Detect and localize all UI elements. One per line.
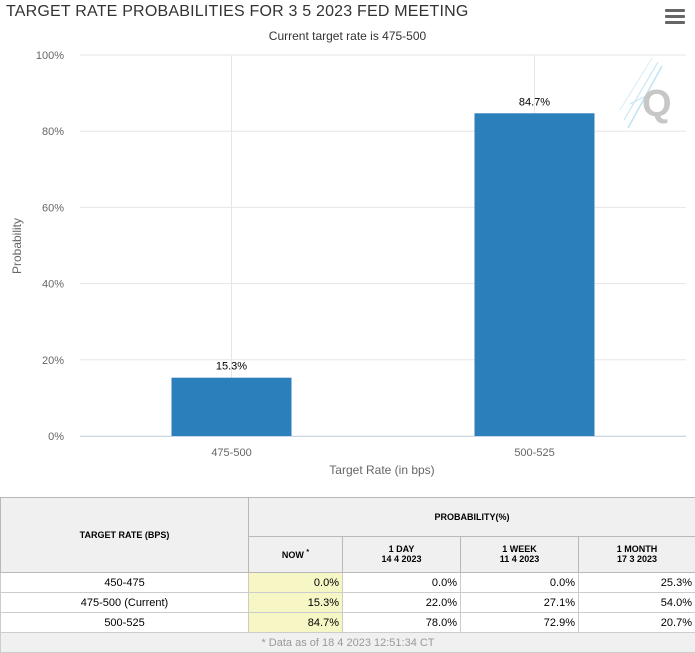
week-cell: 0.0% bbox=[461, 573, 579, 593]
chart-area: TARGET RATE PROBABILITIES FOR 3 5 2023 F… bbox=[0, 0, 695, 492]
rate-cell: 500-525 bbox=[1, 613, 249, 633]
col-header-target-rate: TARGET RATE (BPS) bbox=[1, 498, 249, 573]
y-axis-title: Probability bbox=[10, 218, 24, 274]
table-row: 500-525 84.7% 78.0% 72.9% 20.7% bbox=[1, 613, 695, 633]
y-tick-label: 80% bbox=[42, 126, 64, 138]
rate-cell: 450-475 bbox=[1, 573, 249, 593]
col-header-1week-label: 1 WEEK bbox=[464, 544, 575, 554]
probability-bar-chart: Q 0% 20% 40% 60% 80% 100% 15.3% 475-500 84.7% 500… bbox=[0, 0, 695, 492]
col-header-probability: PROBABILITY(%) bbox=[249, 498, 695, 537]
month-cell: 20.7% bbox=[579, 613, 695, 633]
col-header-now-mark: * bbox=[306, 549, 309, 556]
y-tick-label: 0% bbox=[48, 431, 64, 443]
month-cell: 54.0% bbox=[579, 593, 695, 613]
quikstrike-logo-icon: Q bbox=[620, 58, 672, 128]
table-row: 450-475 0.0% 0.0% 0.0% 25.3% bbox=[1, 573, 695, 593]
bar[interactable] bbox=[475, 113, 595, 436]
y-tick-label: 40% bbox=[42, 279, 64, 291]
day-cell: 78.0% bbox=[343, 613, 461, 633]
month-cell: 25.3% bbox=[579, 573, 695, 593]
y-tick-label: 20% bbox=[42, 355, 64, 367]
y-tick-label: 60% bbox=[42, 202, 64, 214]
col-header-1month-label: 1 MONTH bbox=[582, 544, 692, 554]
week-cell: 72.9% bbox=[461, 613, 579, 633]
x-tick-label: 500-525 bbox=[514, 447, 554, 459]
now-cell: 0.0% bbox=[249, 573, 343, 593]
day-cell: 22.0% bbox=[343, 593, 461, 613]
col-header-1week: 1 WEEK 11 4 2023 bbox=[461, 536, 579, 572]
watermark-letter: Q bbox=[642, 83, 672, 125]
bar[interactable] bbox=[172, 378, 292, 436]
week-cell: 27.1% bbox=[461, 593, 579, 613]
now-cell: 84.7% bbox=[249, 613, 343, 633]
probability-table: TARGET RATE (BPS) PROBABILITY(%) NOW * 1… bbox=[0, 497, 695, 653]
data-timestamp-footnote: * Data as of 18 4 2023 12:51:34 CT bbox=[1, 633, 695, 653]
table-row: 475-500 (Current) 15.3% 22.0% 27.1% 54.0… bbox=[1, 593, 695, 613]
col-header-now-label: NOW bbox=[282, 550, 304, 560]
col-header-1day-label: 1 DAY bbox=[346, 544, 457, 554]
now-cell: 15.3% bbox=[249, 593, 343, 613]
col-header-1day: 1 DAY 14 4 2023 bbox=[343, 536, 461, 572]
rate-cell: 475-500 (Current) bbox=[1, 593, 249, 613]
probability-table-container: TARGET RATE (BPS) PROBABILITY(%) NOW * 1… bbox=[0, 497, 695, 653]
bar-data-label: 15.3% bbox=[216, 361, 247, 373]
col-header-1month-date: 17 3 2023 bbox=[582, 554, 692, 564]
col-header-1day-date: 14 4 2023 bbox=[346, 554, 457, 564]
col-header-1week-date: 11 4 2023 bbox=[464, 554, 575, 564]
bar-data-label: 84.7% bbox=[519, 96, 550, 108]
footnote-row: * Data as of 18 4 2023 12:51:34 CT bbox=[1, 633, 695, 653]
x-axis-title: Target Rate (in bps) bbox=[329, 463, 434, 477]
col-header-1month: 1 MONTH 17 3 2023 bbox=[579, 536, 695, 572]
y-tick-label: 100% bbox=[36, 50, 64, 62]
day-cell: 0.0% bbox=[343, 573, 461, 593]
col-header-now: NOW * bbox=[249, 536, 343, 572]
x-tick-label: 475-500 bbox=[211, 447, 251, 459]
